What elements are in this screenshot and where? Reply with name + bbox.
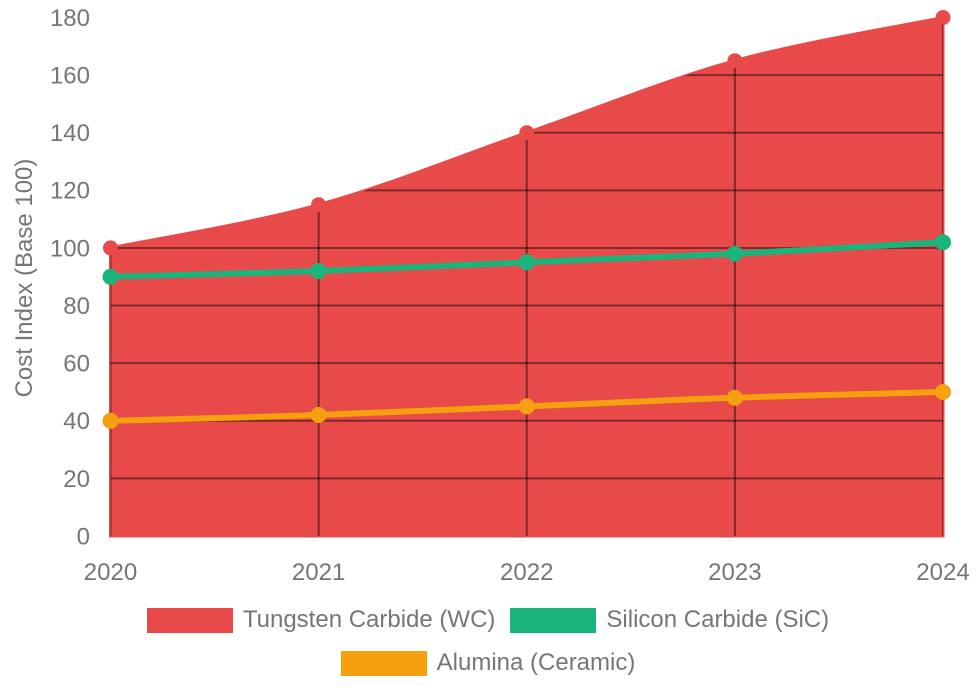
legend-label-silicon-carbide: Silicon Carbide (SiC) bbox=[606, 606, 830, 633]
y-tick-label: 140 bbox=[50, 120, 90, 147]
data-point-2022 bbox=[518, 254, 535, 271]
legend-item-tungsten-carbide[interactable]: Tungsten Carbide (WC) bbox=[146, 606, 496, 634]
legend-row-1: Tungsten Carbide (WC) Silicon Carbide (S… bbox=[0, 606, 976, 634]
y-tick-label: 60 bbox=[63, 351, 90, 378]
x-tick-label: 2022 bbox=[500, 559, 553, 586]
y-tick-label: 80 bbox=[63, 293, 90, 320]
data-point-2020 bbox=[102, 412, 119, 429]
x-tick-label: 2020 bbox=[84, 559, 137, 586]
legend: Tungsten Carbide (WC) Silicon Carbide (S… bbox=[0, 606, 976, 677]
data-point-2021 bbox=[310, 407, 327, 423]
legend-swatch-silicon-carbide bbox=[510, 607, 597, 633]
data-point-2022 bbox=[519, 125, 535, 141]
y-tick-label: 100 bbox=[50, 235, 90, 262]
y-tick-label: 160 bbox=[50, 63, 90, 90]
data-point-2023 bbox=[727, 53, 743, 69]
data-point-2023 bbox=[726, 389, 743, 406]
data-point-2022 bbox=[518, 398, 535, 415]
x-tick-label: 2021 bbox=[292, 559, 345, 586]
legend-row-2: Alumina (Ceramic) bbox=[0, 649, 976, 677]
y-tick-label: 0 bbox=[77, 523, 90, 550]
data-point-2020 bbox=[103, 240, 118, 256]
x-tick-label: 2023 bbox=[708, 559, 761, 586]
legend-swatch-tungsten-carbide bbox=[146, 607, 233, 633]
legend-item-silicon-carbide[interactable]: Silicon Carbide (SiC) bbox=[510, 606, 829, 634]
data-point-2024 bbox=[935, 234, 951, 251]
legend-label-alumina: Alumina (Ceramic) bbox=[436, 649, 636, 676]
legend-swatch-alumina bbox=[340, 650, 427, 676]
y-axis-title: Cost Index (Base 100) bbox=[11, 158, 38, 398]
y-tick-label: 20 bbox=[63, 466, 90, 493]
legend-item-alumina[interactable]: Alumina (Ceramic) bbox=[340, 649, 636, 677]
x-tick-label: 2024 bbox=[916, 559, 969, 586]
data-point-2021 bbox=[310, 263, 327, 279]
data-point-2024 bbox=[935, 10, 951, 25]
data-point-2023 bbox=[726, 245, 743, 262]
y-tick-label: 180 bbox=[50, 5, 90, 32]
y-tick-label: 120 bbox=[50, 178, 90, 205]
y-tick-label: 40 bbox=[63, 408, 90, 435]
data-point-2024 bbox=[935, 384, 951, 400]
data-point-2020 bbox=[102, 268, 119, 285]
legend-label-tungsten-carbide: Tungsten Carbide (WC) bbox=[242, 606, 496, 633]
data-point-2021 bbox=[311, 197, 327, 213]
